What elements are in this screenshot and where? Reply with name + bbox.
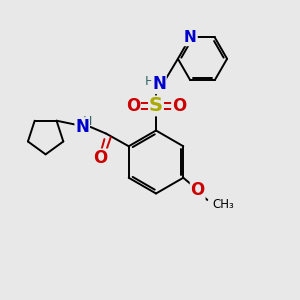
Text: O: O [172,97,186,115]
Text: N: N [152,75,166,93]
Text: O: O [93,149,107,167]
Text: O: O [190,181,205,200]
Text: N: N [75,118,89,136]
Text: N: N [184,30,197,45]
Text: S: S [149,96,163,116]
Text: H: H [145,75,154,88]
Text: O: O [126,97,140,115]
Text: CH₃: CH₃ [212,198,234,211]
Text: H: H [82,115,92,128]
